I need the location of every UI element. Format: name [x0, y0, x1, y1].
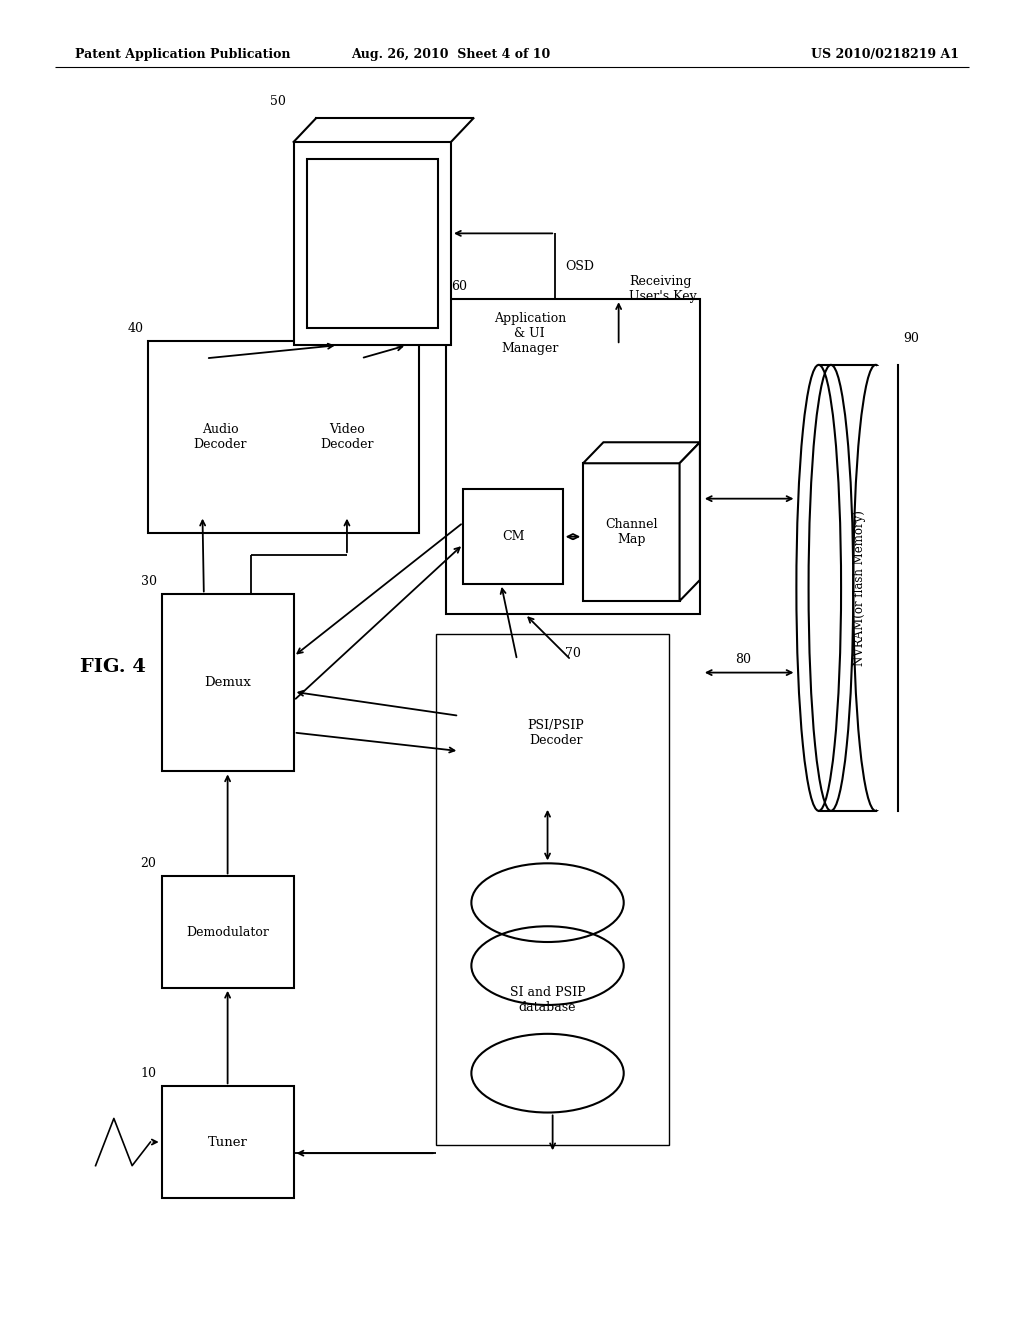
Bar — [294, 141, 451, 346]
Text: Tuner: Tuner — [208, 1135, 248, 1148]
Text: PSI/PSIP
Decoder: PSI/PSIP Decoder — [527, 719, 584, 747]
Bar — [436, 634, 670, 1146]
Bar — [162, 1086, 294, 1197]
Text: 40: 40 — [127, 322, 143, 335]
Ellipse shape — [471, 863, 624, 942]
Text: OSD: OSD — [565, 260, 594, 273]
Polygon shape — [583, 442, 699, 463]
Bar — [877, 366, 922, 809]
Text: FIG. 4: FIG. 4 — [80, 657, 146, 676]
Text: 80: 80 — [735, 653, 752, 667]
Text: 60: 60 — [451, 280, 467, 293]
Text: Aug. 26, 2010  Sheet 4 of 10: Aug. 26, 2010 Sheet 4 of 10 — [351, 48, 551, 61]
Bar — [459, 660, 652, 807]
Ellipse shape — [853, 364, 898, 810]
Text: 10: 10 — [140, 1067, 157, 1080]
Text: 90: 90 — [903, 333, 919, 346]
Bar — [446, 300, 699, 614]
Text: NVRAM(or flash Memory): NVRAM(or flash Memory) — [853, 510, 866, 665]
Bar — [463, 490, 563, 583]
Text: SI and PSIP
database: SI and PSIP database — [510, 986, 586, 1014]
Text: Display
A/V
and
OSD: Display A/V and OSD — [349, 215, 396, 272]
Text: Demodulator: Demodulator — [186, 925, 269, 939]
Text: Patent Application Publication: Patent Application Publication — [75, 48, 291, 61]
Bar — [583, 463, 680, 601]
Text: Demux: Demux — [204, 676, 251, 689]
Bar — [289, 358, 406, 516]
Polygon shape — [680, 442, 699, 601]
Text: Receiving
User's Key: Receiving User's Key — [629, 276, 696, 304]
Text: CM: CM — [502, 531, 524, 544]
Bar — [148, 342, 419, 533]
Text: Video
Decoder: Video Decoder — [321, 422, 374, 451]
Bar — [162, 876, 294, 987]
Text: US 2010/0218219 A1: US 2010/0218219 A1 — [811, 48, 958, 61]
Text: Channel
Map: Channel Map — [605, 519, 657, 546]
Text: Audio
Decoder: Audio Decoder — [194, 422, 247, 451]
Text: 70: 70 — [565, 647, 581, 660]
Ellipse shape — [471, 1034, 624, 1113]
Text: 20: 20 — [140, 857, 157, 870]
Bar — [162, 358, 279, 516]
Ellipse shape — [797, 364, 841, 810]
Text: Application
& UI
Manager: Application & UI Manager — [494, 313, 566, 355]
Bar — [307, 158, 438, 329]
Bar — [162, 594, 294, 771]
Text: 30: 30 — [140, 574, 157, 587]
Text: 50: 50 — [269, 95, 286, 108]
